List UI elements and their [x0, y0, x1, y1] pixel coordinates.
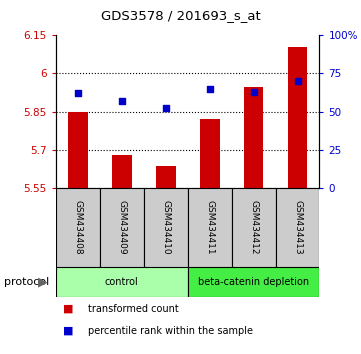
Text: ■: ■	[63, 304, 74, 314]
Text: transformed count: transformed count	[88, 304, 179, 314]
Point	[163, 105, 169, 111]
Text: GSM434408: GSM434408	[73, 200, 82, 255]
Bar	[232, 188, 275, 267]
Bar	[100, 188, 144, 267]
Bar	[56, 267, 188, 297]
Text: control: control	[105, 277, 139, 287]
Text: GSM434412: GSM434412	[249, 200, 258, 255]
Text: percentile rank within the sample: percentile rank within the sample	[88, 326, 253, 336]
Text: beta-catenin depletion: beta-catenin depletion	[198, 277, 309, 287]
Text: ▶: ▶	[38, 276, 48, 289]
Text: GSM434410: GSM434410	[161, 200, 170, 255]
Text: GSM434413: GSM434413	[293, 200, 302, 255]
Text: ■: ■	[63, 326, 74, 336]
Bar	[144, 188, 188, 267]
Point	[119, 98, 125, 104]
Bar	[56, 188, 100, 267]
Bar	[244, 87, 264, 188]
Point	[207, 86, 213, 91]
Bar	[188, 188, 232, 267]
Bar	[156, 166, 176, 188]
Text: GDS3578 / 201693_s_at: GDS3578 / 201693_s_at	[101, 9, 260, 22]
Point	[251, 89, 257, 95]
Bar	[68, 112, 88, 188]
Bar	[188, 267, 319, 297]
Bar	[200, 119, 219, 188]
Bar	[275, 188, 319, 267]
Bar	[112, 155, 132, 188]
Point	[75, 90, 81, 96]
Bar	[288, 47, 308, 188]
Text: GSM434409: GSM434409	[117, 200, 126, 255]
Point	[295, 78, 300, 84]
Text: protocol: protocol	[4, 277, 49, 287]
Text: GSM434411: GSM434411	[205, 200, 214, 255]
